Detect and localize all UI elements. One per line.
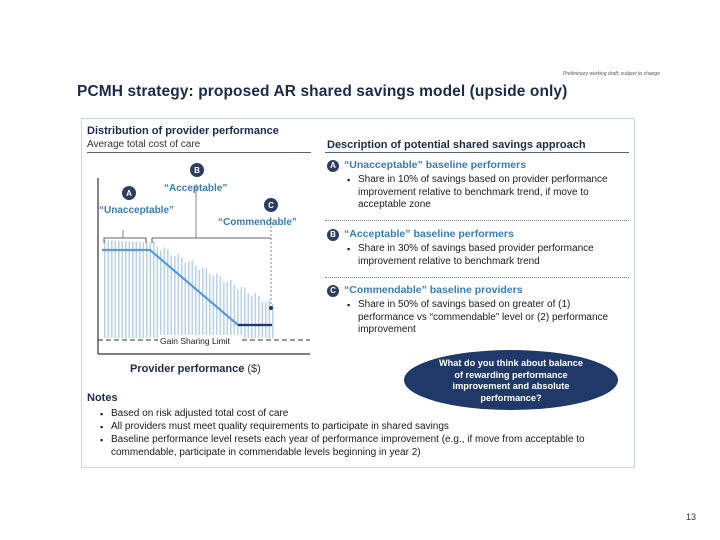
notes-title: Notes [87,392,118,404]
distribution-bar [258,295,260,338]
badge-c: C [327,285,339,297]
svg-text:C: C [268,201,274,210]
distribution-bars [104,240,274,338]
distribution-bar [254,293,257,338]
section-divider-1 [325,220,629,221]
distribution-bar [198,269,201,338]
distribution-bar [177,253,180,338]
distribution-bar [160,250,162,338]
distribution-bar [209,274,211,338]
distribution-bar [167,248,169,338]
section-a-title: “Unacceptable” baseline performers [344,159,527,171]
distribution-bar [268,299,271,338]
draft-note: Preliminary working draft; subject to ch… [563,71,660,77]
distribution-bar [114,240,117,338]
badge-b-chart [190,163,204,177]
distribution-bar [265,301,267,338]
gain-sharing-label: Gain Sharing Limit [160,336,231,346]
distribution-bar [188,261,190,338]
badge-a-chart [122,186,136,200]
distribution-bar [156,246,159,338]
distribution-bar [244,287,246,338]
x-axis-label: Provider performance ($) [130,363,261,375]
section-c-bullet: Share in 50% of savings based on greater… [347,299,620,337]
distribution-bar [219,276,222,338]
distribution-bar [174,256,176,338]
distribution-bar [184,262,187,338]
distribution-bar [163,247,166,338]
distribution-bar [146,242,148,338]
distribution-bar [107,240,110,338]
distribution-bar [139,242,141,338]
x-axis-label-text: Provider performance [130,363,245,375]
distribution-bar [205,268,208,338]
distribution-bar [261,301,264,338]
note-item-2: All providers must meet quality requirem… [100,421,621,434]
badge-b: B [327,229,339,241]
distribution-bar [212,276,215,338]
distribution-bar [170,255,173,338]
bracket-a [103,237,147,243]
distribution-bar [202,267,204,338]
distribution-bar [125,241,127,338]
pointer-c-dot [269,306,273,310]
badge-c-chart [264,198,278,212]
distribution-title: Distribution of provider performance [87,125,279,137]
approach-title: Description of potential shared savings … [327,139,586,151]
distribution-bar [135,241,138,338]
discussion-question: What do you think about balance of rewar… [439,358,583,403]
distribution-bar [191,260,194,338]
content-frame [81,118,635,468]
note-item-3: Baseline performance level resets each y… [100,434,611,459]
section-a-bullet: Share in 10% of savings based on provide… [347,174,626,212]
distribution-bar [104,240,106,338]
distribution-bar [230,279,232,338]
distribution-subtitle: Average total cost of care [87,139,201,150]
svg-text:B: B [194,166,200,175]
bracket-b [151,237,271,243]
zone-label-a: “Unacceptable” [99,205,174,216]
distribution-bar [118,240,120,338]
distribution-bar [240,287,243,338]
distribution-chart: A B C “Unacceptable” “Acceptable” “Comme… [97,163,310,355]
section-c-title: “Commendable” baseline providers [344,284,523,296]
gain-sharing-label-bg [158,335,242,346]
distribution-bar [233,284,236,338]
x-axis-unit: ($) [247,363,261,375]
svg-text:A: A [126,189,132,198]
right-header-rule [325,152,629,153]
discussion-question-oval: What do you think about balance of rewar… [404,350,618,410]
distribution-bar [121,241,124,338]
badge-a: A [327,160,339,172]
page-title: PCMH strategy: proposed AR shared saving… [77,83,568,100]
note-item-1: Based on risk adjusted total cost of car… [100,408,611,421]
section-b-title: “Acceptable” baseline performers [344,228,514,240]
distribution-bar [132,241,134,338]
page-number: 13 [686,512,697,522]
distribution-bar [111,240,113,338]
distribution-bar [237,289,239,338]
distribution-bar [153,241,155,338]
distribution-bar [226,281,229,338]
distribution-bar [128,241,131,338]
distribution-bar [247,293,250,338]
left-header-rule [87,152,311,153]
zone-label-c: “Commendable” [218,217,297,228]
baseline-line [102,248,272,327]
zone-label-b: “Acceptable” [164,183,227,194]
distribution-bar [149,242,152,338]
section-divider-2 [325,277,629,278]
distribution-bar [223,282,225,338]
distribution-bar [251,295,253,338]
distribution-bar [181,257,183,338]
distribution-bar [272,303,274,338]
distribution-bar [142,242,145,338]
section-b-bullet: Share in 30% of savings based provider p… [347,243,630,268]
distribution-bar [195,265,197,338]
